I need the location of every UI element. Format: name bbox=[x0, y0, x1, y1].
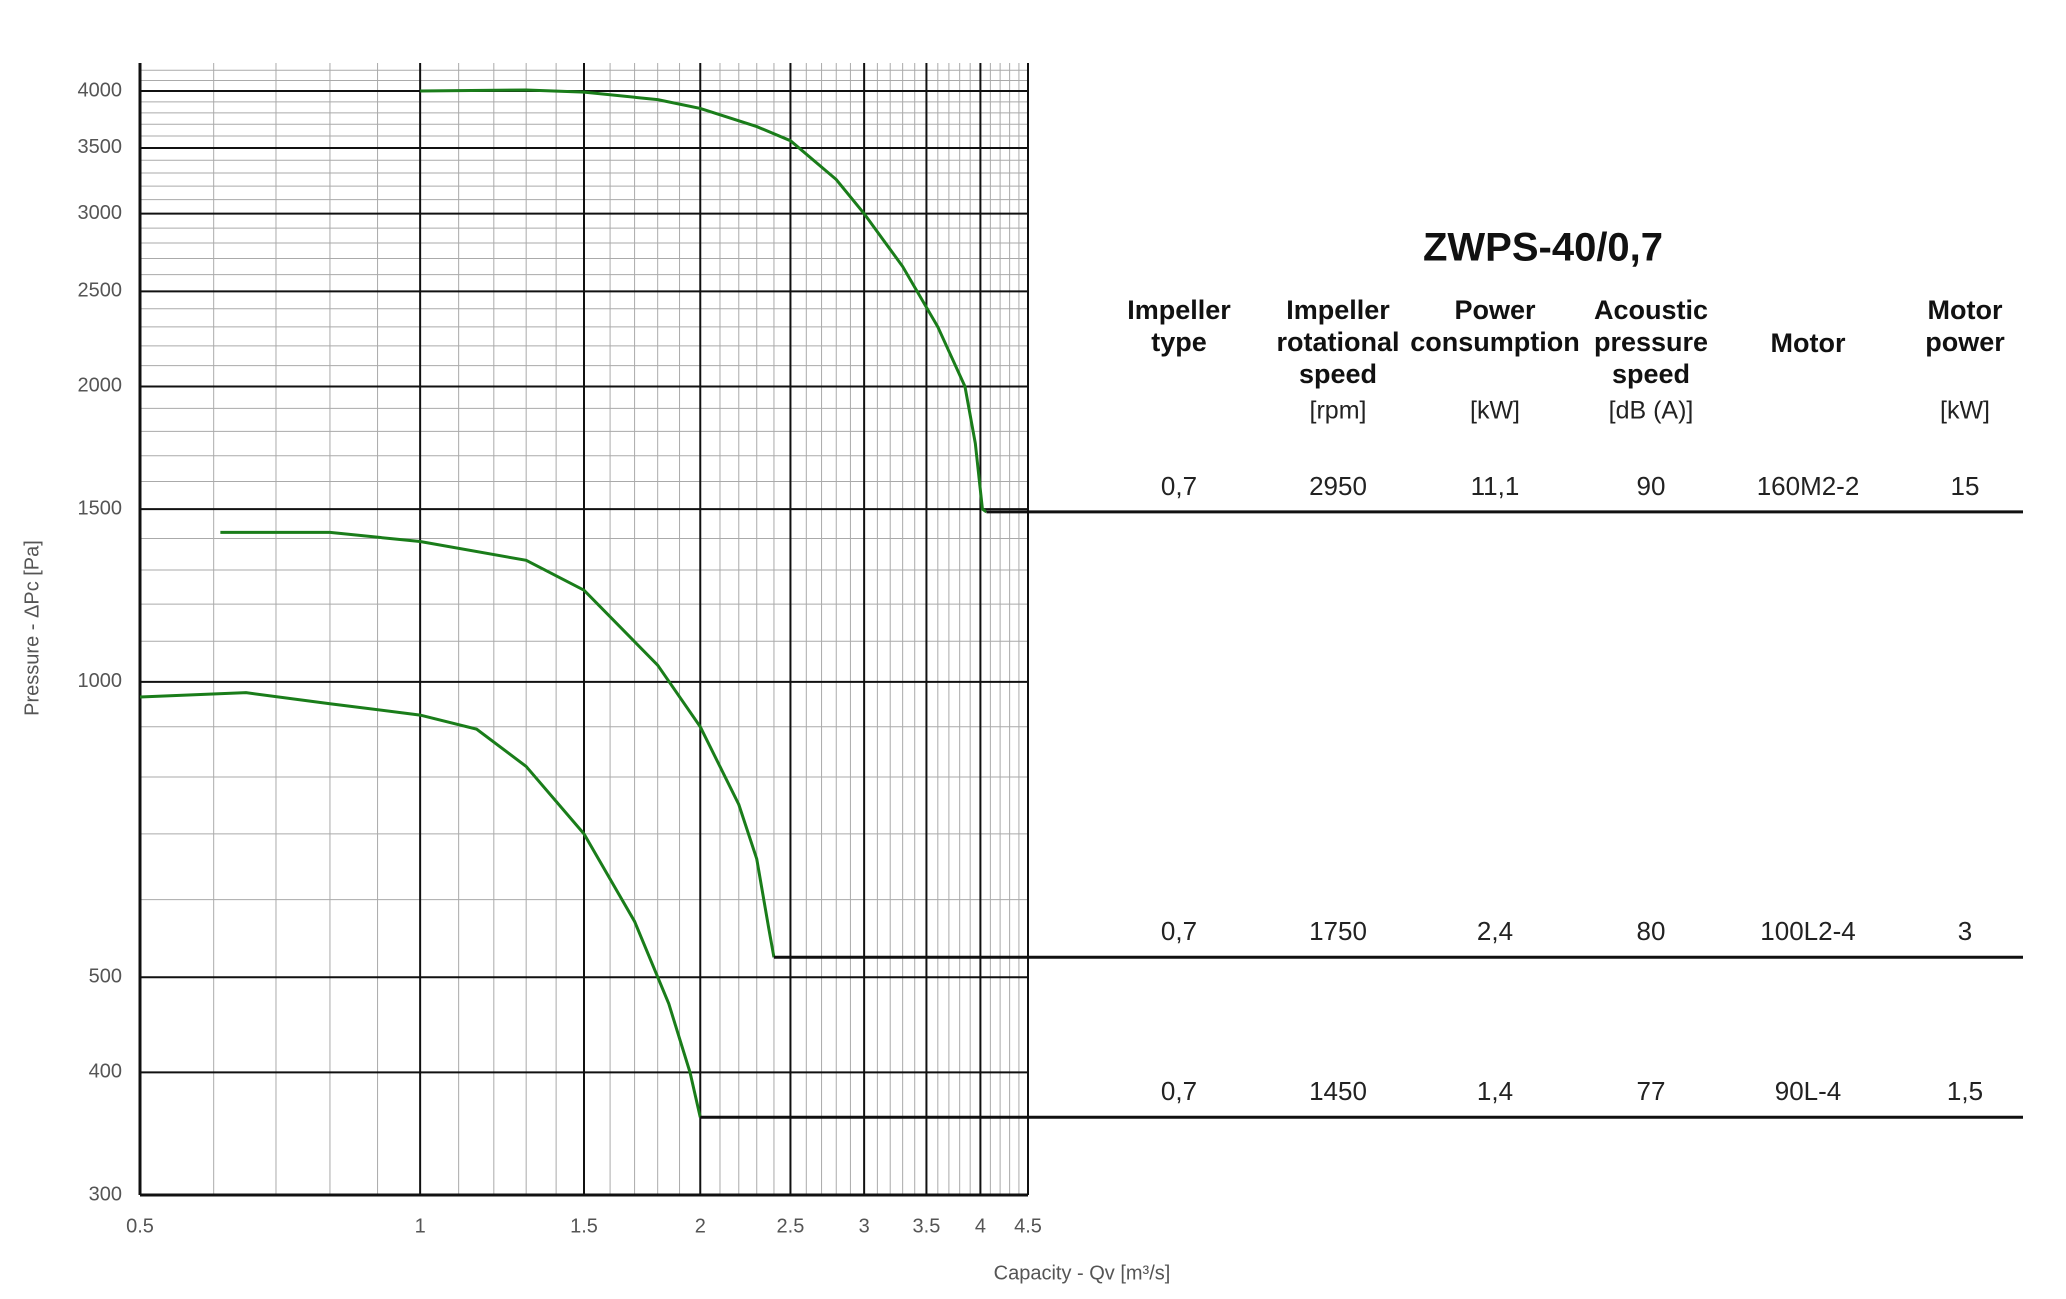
table-cell: 0,7 bbox=[1161, 916, 1197, 946]
y-tick-label: 300 bbox=[89, 1183, 122, 1205]
table-cell: 77 bbox=[1637, 1076, 1666, 1106]
y-tick-label: 1500 bbox=[78, 497, 123, 519]
curve bbox=[420, 88, 988, 514]
x-tick-label: 2.5 bbox=[777, 1215, 805, 1237]
x-tick-label: 0.5 bbox=[126, 1215, 154, 1237]
table-cell: 2950 bbox=[1309, 471, 1367, 501]
column-header: Motor bbox=[1771, 328, 1846, 358]
column-unit: [kW] bbox=[1470, 397, 1520, 425]
y-tick-label: 500 bbox=[89, 966, 122, 988]
column-header: consumption bbox=[1410, 327, 1580, 357]
table-cell: 1,4 bbox=[1477, 1076, 1513, 1106]
table-cell: 0,7 bbox=[1161, 1076, 1197, 1106]
column-header: rotational bbox=[1276, 327, 1399, 357]
y-tick-label: 3000 bbox=[78, 202, 123, 224]
x-tick-label: 4.5 bbox=[1014, 1215, 1042, 1237]
column-header: Acoustic bbox=[1594, 295, 1708, 325]
x-axis-label: Capacity - Qv [m³/s] bbox=[994, 1262, 1171, 1284]
table-cell: 15 bbox=[1951, 471, 1980, 501]
table-cell: 1750 bbox=[1309, 916, 1367, 946]
table-cell: 1450 bbox=[1309, 1076, 1367, 1106]
column-header: pressure bbox=[1594, 327, 1708, 357]
y-tick-label: 2500 bbox=[78, 280, 123, 302]
y-tick-label: 2000 bbox=[78, 375, 123, 397]
table-cell: 90 bbox=[1637, 471, 1666, 501]
table-cell: 80 bbox=[1637, 916, 1666, 946]
y-tick-label: 4000 bbox=[78, 79, 123, 101]
x-tick-label: 3.5 bbox=[913, 1215, 941, 1237]
column-header: speed bbox=[1299, 359, 1377, 389]
x-tick-label: 3 bbox=[859, 1215, 870, 1237]
table-cell: 160M2-2 bbox=[1757, 471, 1860, 501]
column-unit: [rpm] bbox=[1310, 397, 1367, 425]
y-tick-label: 3500 bbox=[78, 136, 123, 158]
table-cell: 90L-4 bbox=[1775, 1076, 1842, 1106]
column-header: Impeller bbox=[1286, 295, 1390, 325]
curve bbox=[139, 691, 702, 1118]
table-title: ZWPS-40/0,7 bbox=[1423, 226, 1663, 270]
table-cell: 11,1 bbox=[1471, 471, 1520, 501]
table-cell: 3 bbox=[1958, 916, 1972, 946]
y-axis-label: Pressure - ΔPc [Pa] bbox=[21, 540, 43, 716]
column-header: power bbox=[1925, 327, 2005, 357]
column-header: Power bbox=[1454, 295, 1536, 325]
x-tick-label: 4 bbox=[975, 1215, 986, 1237]
column-header: Motor bbox=[1928, 295, 2003, 325]
column-header: speed bbox=[1612, 359, 1690, 389]
x-tick-label: 1.5 bbox=[570, 1215, 598, 1237]
column-header: type bbox=[1151, 327, 1207, 357]
table-cell: 0,7 bbox=[1161, 471, 1197, 501]
y-tick-label: 400 bbox=[89, 1061, 122, 1083]
table-cell: 1,5 bbox=[1947, 1076, 1983, 1106]
column-header: Impeller bbox=[1127, 295, 1231, 325]
column-unit: [dB (A)] bbox=[1609, 397, 1694, 425]
curve bbox=[220, 530, 776, 958]
table-cell: 2,4 bbox=[1477, 916, 1513, 946]
y-tick-label: 1000 bbox=[78, 670, 123, 692]
column-unit: [kW] bbox=[1940, 397, 1990, 425]
x-tick-label: 1 bbox=[415, 1215, 426, 1237]
x-tick-label: 2 bbox=[695, 1215, 706, 1237]
table-cell: 100L2-4 bbox=[1760, 916, 1855, 946]
